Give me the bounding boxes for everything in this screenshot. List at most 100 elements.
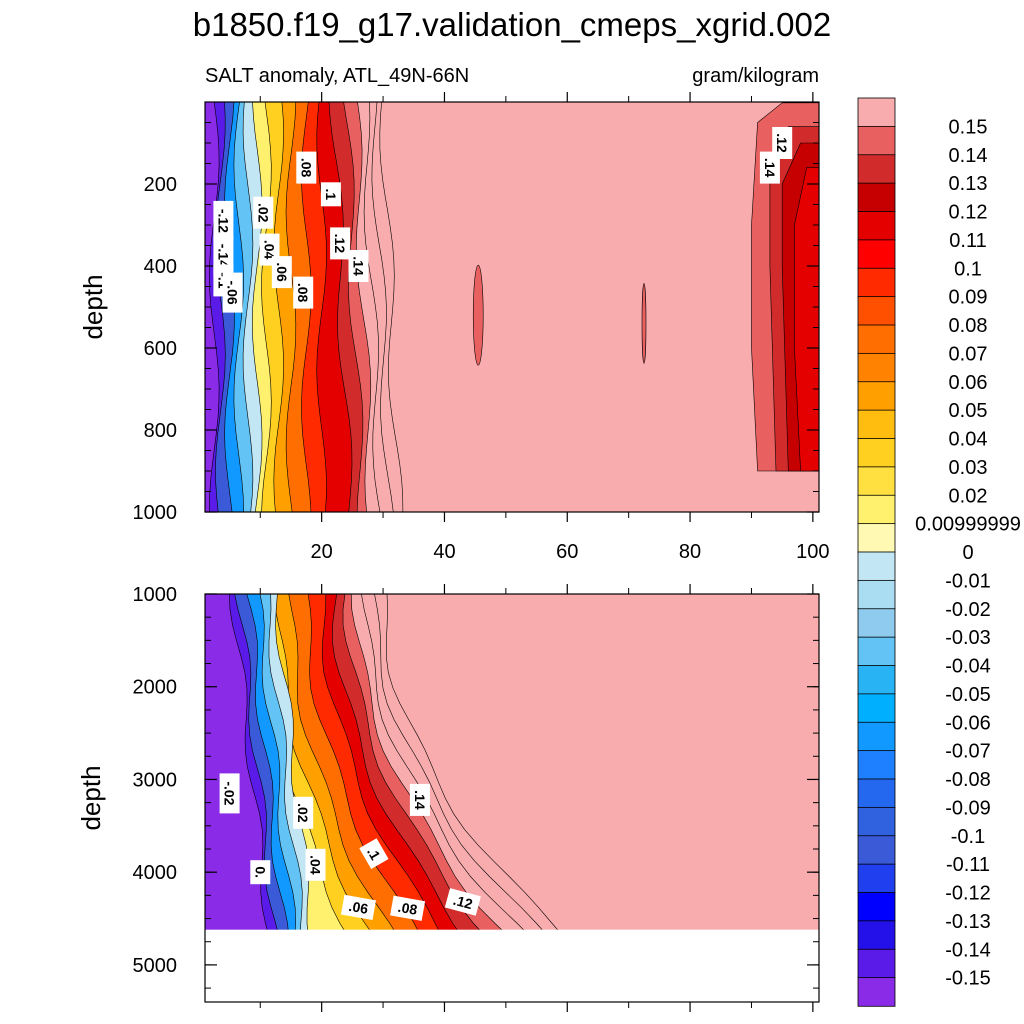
colorbar-swatch: [857, 665, 896, 695]
contour-label: .08: [390, 895, 426, 921]
svg-text:0.: 0.: [252, 866, 268, 878]
colorbar-label: 0.04: [949, 429, 988, 451]
contour-label: .06: [271, 256, 292, 289]
lower-y-axis-label: depth: [76, 765, 106, 830]
svg-text:.08: .08: [397, 899, 419, 918]
colorbar-label: -0.01: [945, 570, 991, 592]
svg-text:.12: .12: [774, 133, 790, 153]
subtitle-variable: SALT anomaly, ATL_49N-66N: [205, 65, 469, 87]
colorbar-label: -0.11: [946, 854, 990, 876]
colorbar-label: -0.15: [945, 968, 991, 990]
y-tick-label: 5000: [133, 955, 178, 977]
colorbar-swatch: [857, 948, 896, 979]
chart-title: b1850.f19_g17.validation_cmeps_xgrid.002: [193, 6, 831, 43]
svg-text:.1: .1: [323, 188, 339, 200]
x-tick-label: 60: [556, 541, 578, 563]
colorbar-label: -0.06: [945, 712, 991, 734]
colorbar-label: -0.07: [945, 741, 991, 763]
colorbar-label: 0.09: [949, 287, 988, 309]
upper-field: [205, 102, 819, 512]
upper-panel: 200 400 600 800 1000 20 40 60 80 100 .08 .1 -.12 .02…: [78, 92, 830, 563]
colorbar: 0.15 0.14 0.13 0.12 0.11 0.1 0.09 0.08 0.07 0.06 0…: [857, 97, 1021, 1007]
x-tick-label: 40: [433, 541, 455, 563]
colorbar-swatch: [857, 494, 896, 525]
svg-text:.08: .08: [298, 158, 314, 178]
svg-text:.06: .06: [274, 262, 290, 282]
colorbar-label: -0.02: [945, 599, 991, 621]
svg-text:-.06: -.06: [225, 281, 241, 305]
colorbar-label: 0: [962, 542, 973, 564]
svg-text:-.14: -.14: [215, 244, 231, 268]
colorbar-label: -0.13: [945, 911, 991, 933]
svg-text:.08: .08: [295, 283, 311, 303]
colorbar-label: 0.15: [949, 116, 988, 138]
colorbar-swatch: [857, 296, 896, 326]
colorbar-swatch: [857, 835, 896, 865]
contour-label: .08: [293, 276, 314, 309]
colorbar-swatch: [857, 97, 896, 128]
y-tick-label: 400: [144, 256, 177, 278]
svg-text:-.02: -.02: [222, 781, 238, 805]
contour-label: .08: [296, 151, 317, 184]
contour-label: .02: [293, 796, 314, 829]
svg-text:-.12: -.12: [215, 209, 231, 233]
colorbar-swatch: [857, 125, 896, 156]
y-tick-label: 3000: [133, 769, 178, 791]
colorbar-label: -0.12: [945, 883, 991, 905]
colorbar-label: -0.04: [945, 656, 991, 678]
colorbar-label: 0.02: [949, 485, 988, 507]
colorbar-swatch: [857, 438, 896, 468]
y-tick-label: 800: [144, 420, 177, 442]
colorbar-swatch: [857, 154, 896, 184]
colorbar-swatch: [857, 892, 896, 922]
svg-text:.12: .12: [451, 892, 474, 913]
colorbar-label: -0.1: [951, 826, 985, 848]
x-tick-label: 20: [311, 541, 333, 563]
colorbar-swatch: [857, 750, 896, 780]
colorbar-swatch: [857, 324, 896, 355]
colorbar-swatch: [857, 239, 896, 269]
colorbar-swatch: [857, 211, 896, 241]
y-tick-label: 200: [144, 174, 177, 196]
lower-ticks: 1000 2000 3000 4000 5000: [133, 584, 819, 1012]
contour-label: .02: [253, 196, 274, 229]
contour-label: .1: [359, 838, 389, 869]
colorbar-label: 0.03: [949, 457, 988, 479]
contour-label: .12: [444, 888, 481, 916]
y-tick-label: 2000: [133, 677, 178, 699]
contour-label: -.06: [222, 272, 243, 313]
colorbar-swatch: [857, 920, 896, 950]
colorbar-label: 0.07: [949, 343, 988, 365]
colorbar-swatch: [857, 806, 896, 837]
svg-text:.04: .04: [308, 855, 324, 875]
contour-label: .14: [409, 783, 430, 816]
colorbar-swatch: [857, 608, 896, 638]
colorbar-swatch: [857, 381, 896, 411]
svg-text:.06: .06: [348, 898, 370, 917]
colorbar-swatch: [857, 693, 896, 723]
contour-label: .04: [305, 848, 326, 881]
colorbar-label: 0.14: [949, 145, 988, 167]
contour-label: .12: [772, 127, 793, 159]
colorbar-label: 0.1: [954, 258, 982, 280]
upper-contour-labels: .08.1-.12.02.12-.14.04.14.06-.1.08-.06.1…: [213, 127, 793, 313]
lower-panel: 1000 2000 3000 4000 5000 -.02 .02 .14 .1 .04 0. .1…: [76, 584, 820, 1012]
subtitle-units: gram/kilogram: [692, 65, 819, 87]
x-tick-label: 100: [796, 541, 829, 563]
colorbar-swatch: [857, 523, 896, 553]
colorbar-swatch: [857, 409, 896, 440]
colorbar-swatch: [857, 182, 896, 213]
colorbar-swatch: [857, 636, 896, 667]
svg-text:.02: .02: [255, 203, 271, 223]
colorbar-label: 0.11: [949, 230, 986, 252]
colorbar-label: 0.12: [949, 202, 988, 224]
contour-label: 0.: [250, 860, 271, 885]
colorbar-swatch: [857, 579, 896, 610]
upper-ticks: 200 400 600 800 1000 20 40 60 80 100: [133, 92, 830, 563]
contour-label: .14: [759, 151, 780, 184]
svg-text:.14: .14: [412, 790, 428, 810]
colorbar-swatch: [857, 977, 896, 1007]
lower-frame: [204, 593, 820, 1003]
svg-text:.12: .12: [332, 234, 348, 254]
